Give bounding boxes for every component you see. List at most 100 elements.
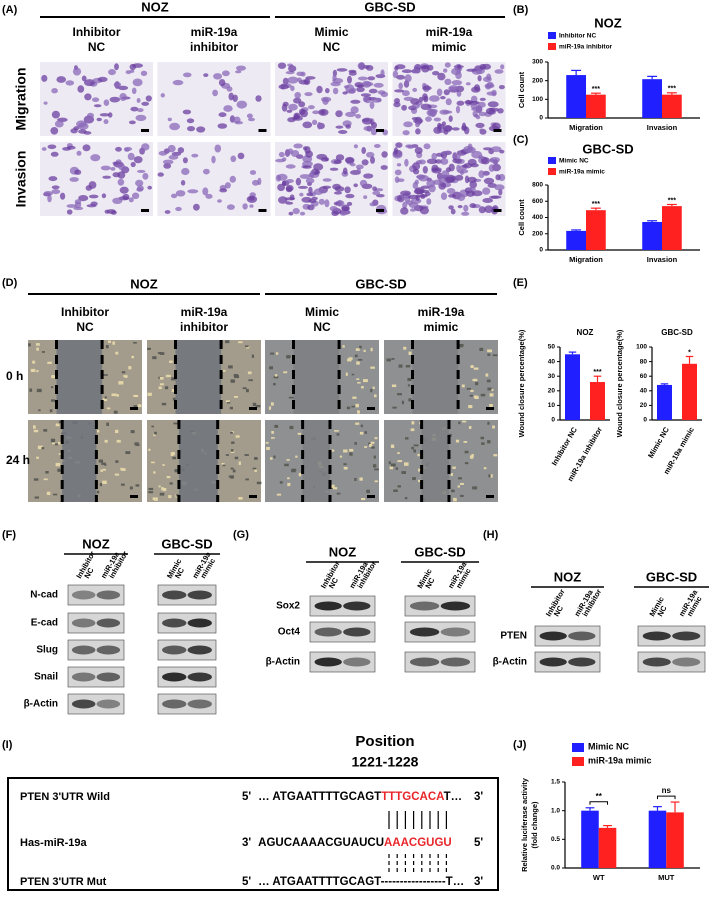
bar — [642, 79, 662, 118]
bar — [648, 810, 667, 868]
cell-speck — [133, 394, 139, 398]
cell — [332, 78, 344, 84]
cell-speck — [466, 387, 471, 390]
blot-band — [162, 699, 187, 709]
scale-bar — [130, 495, 138, 498]
cell — [211, 155, 216, 164]
cell — [432, 71, 440, 76]
cell — [288, 211, 294, 216]
cell — [426, 109, 438, 117]
sequence-segment: 5' — [474, 837, 483, 849]
cell — [439, 109, 450, 115]
cell — [87, 112, 94, 119]
cell — [423, 143, 431, 150]
cell — [92, 97, 100, 102]
blot-strip — [534, 625, 601, 647]
cell-speck — [284, 463, 289, 467]
cell-speck — [228, 365, 233, 369]
cell-speck — [230, 379, 235, 383]
y-tick-label: 1.0 — [551, 807, 560, 814]
blot-band — [440, 627, 471, 637]
cell — [356, 86, 365, 93]
y-tick-label: 800 — [532, 182, 543, 189]
cell-speck — [346, 406, 351, 410]
cell — [242, 203, 248, 210]
cell — [302, 160, 313, 168]
cell-speck — [133, 405, 138, 408]
cell — [249, 204, 254, 208]
y-tick-label: 100 — [636, 344, 647, 351]
cell-speck — [120, 467, 123, 471]
cell — [277, 62, 287, 69]
panel-label: (G) — [233, 529, 249, 541]
cell — [436, 88, 443, 97]
y-axis-label: Relative luciferase activity — [520, 777, 529, 872]
blot-band — [539, 657, 567, 667]
cell — [393, 101, 401, 108]
cell-speck — [357, 410, 360, 414]
cell — [370, 156, 375, 164]
blot-strip — [309, 651, 376, 673]
cell-speck — [135, 484, 140, 487]
blot-strip — [157, 584, 217, 606]
cell — [402, 90, 410, 97]
cell — [448, 85, 459, 92]
cell — [249, 170, 257, 175]
cell — [175, 190, 186, 197]
cell — [311, 196, 318, 201]
cell — [286, 109, 293, 113]
cell-speck — [230, 449, 234, 452]
cell — [333, 159, 342, 164]
cell-speck — [297, 432, 302, 435]
cell — [232, 94, 238, 103]
cell — [287, 76, 299, 84]
cell — [119, 93, 127, 101]
cell — [300, 109, 308, 118]
blot-band — [409, 601, 440, 611]
cell — [41, 147, 47, 151]
cell-speck — [58, 420, 62, 424]
cell-speck — [252, 402, 257, 407]
cell — [248, 117, 255, 122]
cell — [110, 167, 116, 171]
cell — [465, 82, 471, 86]
cell-speck — [247, 371, 252, 375]
cell-speck — [128, 366, 132, 370]
blot-strip — [637, 625, 706, 647]
sequence-segment: 3' — [242, 837, 251, 849]
cell — [85, 185, 93, 191]
cell-speck — [357, 410, 360, 413]
cell — [304, 92, 313, 97]
cell-speck — [222, 464, 226, 467]
cell-speck — [295, 455, 298, 458]
column-label: miR-19a — [181, 305, 228, 319]
cell-speck — [473, 395, 478, 399]
cell-speck — [115, 429, 119, 434]
bar — [657, 384, 672, 420]
blot-band — [96, 618, 121, 628]
blot-band — [343, 601, 371, 611]
cell — [78, 122, 89, 130]
cell-speck — [391, 384, 397, 388]
cell-speck — [349, 448, 354, 452]
cell — [289, 194, 295, 201]
cell-speck — [28, 343, 31, 347]
chart-title: GBC-SD — [661, 328, 693, 337]
group-header: GBC-SD — [364, 0, 415, 14]
sequence-name: Has-miR-19a — [20, 837, 88, 849]
cell — [363, 195, 368, 200]
x-tick-label: Migration — [569, 123, 603, 132]
cell — [78, 129, 87, 134]
cell — [288, 103, 298, 111]
cell-speck — [151, 425, 155, 428]
y-tick-label: 0 — [643, 417, 647, 424]
row-label: Invasion — [13, 151, 29, 208]
cell — [302, 121, 313, 129]
sequence-segment: 5' — [242, 791, 251, 803]
cell — [418, 159, 426, 165]
cell-speck — [172, 397, 177, 401]
cell — [255, 95, 262, 102]
cell-speck — [412, 477, 416, 481]
cell-speck — [283, 371, 288, 374]
cell — [202, 187, 209, 196]
